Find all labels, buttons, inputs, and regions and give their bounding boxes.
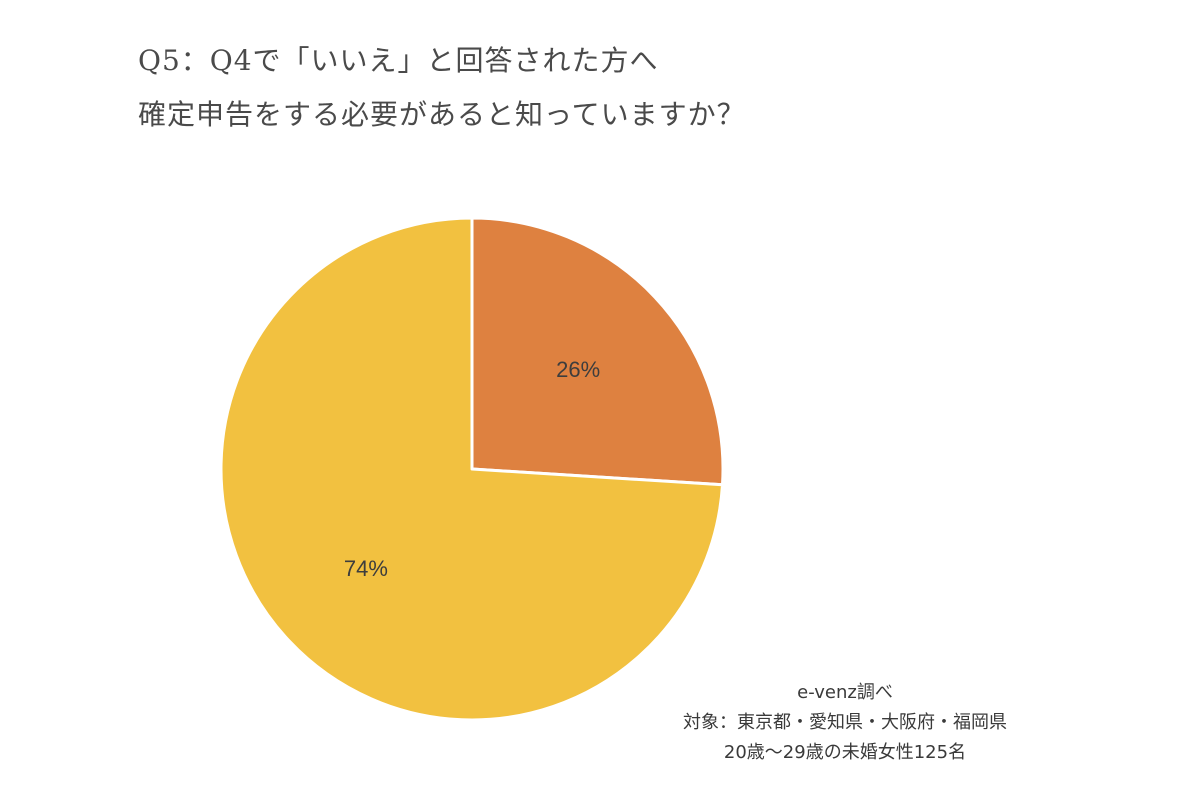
survey-sample-line: 20歳～29歳の未婚女性125名	[723, 742, 967, 763]
source-line: e-venz調べ	[797, 682, 893, 703]
chart-title: Q5：Q4で「いいえ」と回答された方へ 確定申告をする必要があると知っていますか…	[138, 34, 746, 142]
pie-slices	[219, 216, 725, 722]
pie-slice-1	[470, 216, 725, 487]
chart-title-line-1: Q5：Q4で「いいえ」と回答された方へ	[138, 44, 659, 77]
survey-target-line: 対象：東京都・愛知県・大阪府・福岡県	[683, 712, 1007, 733]
pie-slice-label-2: 74%	[344, 556, 388, 581]
source-note: e-venz調べ 対象：東京都・愛知県・大阪府・福岡県 20歳～29歳の未婚女性…	[620, 678, 1070, 768]
pie-slice-2	[219, 216, 724, 722]
pie-slice-label-1: 26%	[556, 357, 600, 382]
pie-labels: 26% 74%	[344, 357, 600, 581]
chart-title-line-2: 確定申告をする必要があると知っていますか？	[138, 98, 746, 131]
